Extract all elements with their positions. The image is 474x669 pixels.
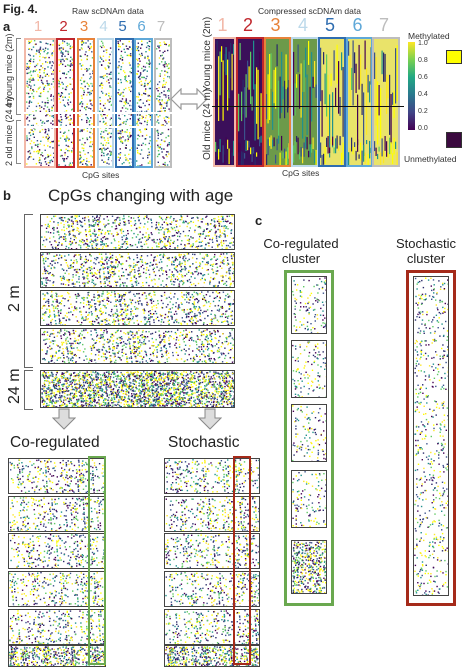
- panel-b-2m-heatmap: [40, 214, 235, 250]
- panel-b-24m-heatmap: [40, 370, 235, 408]
- old-mice-label-raw: 2 old mice (24 m): [4, 96, 14, 166]
- panel-a-letter: a: [3, 19, 11, 34]
- panel-b-title: CpGs changing with age: [48, 186, 234, 205]
- stochastic-label: Stochastic: [168, 434, 240, 451]
- raw-xlabel: CpG sites: [82, 170, 120, 180]
- label-24m: 24 m: [6, 368, 23, 404]
- stoch-cluster-heatmap: [413, 276, 449, 596]
- label-2m: 2 m: [6, 285, 23, 312]
- raw-row-gap: [24, 126, 174, 128]
- coreg-cluster-heatmap: [291, 340, 327, 398]
- raw-cluster-number: 1: [33, 18, 43, 35]
- stoch-sub-heatmap: [164, 496, 260, 532]
- unmethylated-swatch: [446, 132, 462, 148]
- legend-tick-label: 1.0: [418, 40, 428, 47]
- compressed-cluster-number: 7: [378, 15, 389, 35]
- raw-cluster-number: 5: [118, 18, 127, 35]
- stoch-sub-heatmap: [164, 645, 260, 667]
- young-bracket: [16, 38, 21, 115]
- coregulated-label: Co-regulated: [10, 434, 100, 451]
- down-arrow-left-icon: [52, 408, 76, 430]
- panel-b-letter: b: [3, 188, 11, 203]
- compressed-cluster-heatmap: [291, 37, 319, 167]
- stoch-cluster-frame: [406, 270, 456, 606]
- compressed-cluster-heatmap: [213, 37, 236, 167]
- compressed-cluster-heatmap: [264, 37, 291, 167]
- legend-tick-label: 0.6: [418, 74, 428, 81]
- raw-data-title: Raw scDNAm data: [72, 6, 144, 16]
- raw-cluster-heatmap: [56, 38, 75, 168]
- coreg-cluster-heatmap: [291, 470, 327, 528]
- raw-cluster-heatmap: [154, 38, 172, 168]
- raw-cluster-heatmap: [115, 38, 134, 168]
- raw-cluster-heatmap: [77, 38, 95, 168]
- coreg-cluster-heatmap: [291, 404, 327, 462]
- compressed-cluster-number: 4: [297, 15, 308, 35]
- raw-cluster-number: 3: [79, 18, 89, 35]
- bracket-2m: [24, 214, 33, 368]
- legend-tick-label: 0.8: [418, 57, 428, 64]
- stoch-sub-heatmap: [164, 571, 260, 607]
- compressed-cluster-number: 1: [217, 15, 228, 35]
- coreg-cluster-heatmap: [291, 276, 327, 334]
- young-mice-label-comp: Young mice (2m): [202, 16, 213, 92]
- compressed-cluster-heatmap: [236, 37, 264, 167]
- panel-b-2m-heatmap: [40, 252, 235, 288]
- stoch-cluster-title: Stochastic cluster: [396, 236, 456, 266]
- old-mice-label-comp: Old mice (24 m): [202, 88, 213, 160]
- raw-cluster-number: 4: [99, 18, 108, 35]
- down-arrow-right-icon: [198, 408, 222, 430]
- raw-row-gap: [24, 112, 174, 114]
- legend-tick-label: 0.4: [418, 91, 428, 98]
- compressed-cluster-number: 2: [242, 15, 253, 35]
- compressed-data-title: Compressed scDNAm data: [258, 6, 361, 16]
- compressed-cluster-number: 5: [324, 15, 335, 35]
- panel-b-2m-heatmap: [40, 328, 235, 364]
- age-divider-line: [212, 106, 404, 107]
- old-bracket: [16, 120, 21, 164]
- legend-colorbar: [408, 42, 415, 130]
- raw-cluster-number: 2: [59, 18, 68, 35]
- legend-unmethylated-label: Unmethylated: [404, 154, 457, 164]
- compressed-cluster-heatmap: [318, 37, 346, 167]
- coreg-cluster-heatmap: [291, 540, 327, 594]
- panel-c-letter: c: [255, 213, 263, 228]
- raw-cluster-heatmap: [134, 38, 153, 168]
- methylated-swatch: [446, 50, 462, 64]
- bracket-24m: [24, 370, 33, 410]
- legend-tick-label: 0.2: [418, 108, 428, 115]
- legend-tick-label: 0.0: [418, 125, 428, 132]
- coreg-cluster-frame: [284, 270, 334, 606]
- stoch-highlight-box: [233, 456, 251, 665]
- raw-cluster-number: 7: [156, 18, 166, 35]
- coreg-highlight-box: [88, 456, 106, 665]
- compressed-cluster-number: 3: [270, 15, 281, 35]
- compressed-cluster-heatmap: [346, 37, 373, 167]
- compressed-cluster-heatmap: [372, 37, 400, 167]
- raw-cluster-number: 6: [137, 18, 146, 35]
- panel-b-2m-heatmap: [40, 290, 235, 326]
- raw-cluster-heatmap: [97, 38, 114, 168]
- compressed-cluster-number: 6: [352, 15, 363, 35]
- stoch-sub-heatmap: [164, 458, 260, 494]
- legend-methylated-label: Methylated: [408, 31, 450, 41]
- coreg-cluster-title: Co-regulated cluster: [263, 236, 339, 266]
- figure-label: Fig. 4.: [3, 2, 38, 16]
- compressed-xlabel: CpG sites: [282, 168, 320, 178]
- double-arrow-icon: [170, 88, 208, 110]
- raw-cluster-heatmap: [24, 38, 56, 168]
